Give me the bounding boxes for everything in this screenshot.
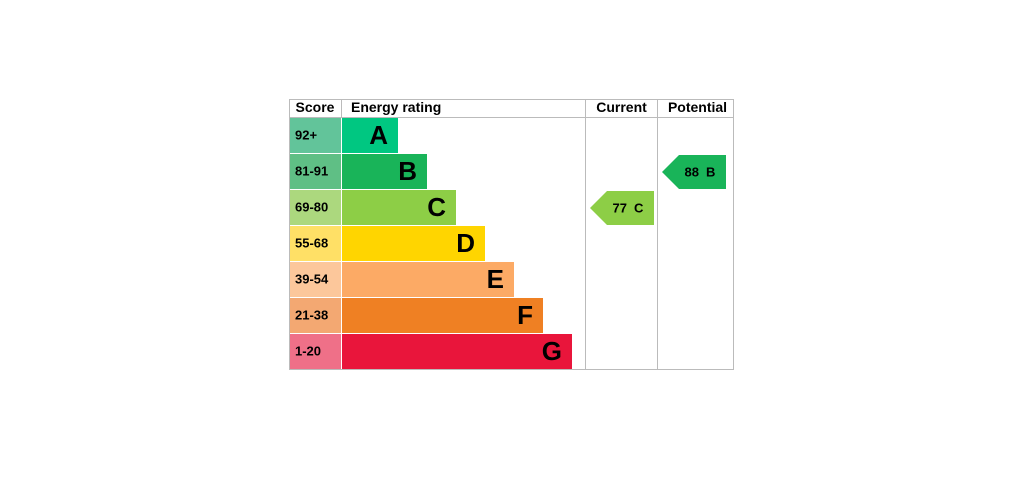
header-current: Current — [596, 99, 647, 115]
score-cell — [290, 190, 341, 225]
current-letter: C — [634, 200, 644, 215]
rating-letter: C — [427, 192, 446, 222]
score-cell — [290, 262, 341, 297]
rating-letter: A — [369, 120, 388, 150]
score-label: 81-91 — [295, 163, 328, 178]
potential-value: 88 — [685, 164, 699, 179]
score-cell — [290, 298, 341, 333]
rating-bar — [342, 118, 398, 153]
rating-letter: G — [542, 336, 562, 366]
rating-bar — [342, 334, 572, 369]
score-label: 69-80 — [295, 199, 328, 214]
rating-bar — [342, 262, 514, 297]
score-label: 55-68 — [295, 235, 328, 250]
score-label: 39-54 — [295, 271, 329, 286]
rating-bar — [342, 298, 543, 333]
score-cell — [290, 226, 341, 261]
rating-bar — [342, 154, 427, 189]
frame — [289, 99, 734, 370]
score-label: 21-38 — [295, 307, 328, 322]
score-cell — [290, 118, 341, 153]
score-label: 1-20 — [295, 343, 321, 358]
rating-letter: F — [517, 300, 533, 330]
header-potential: Potential — [668, 99, 727, 115]
rating-letter: B — [398, 156, 417, 186]
rating-letter: E — [487, 264, 504, 294]
rating-letter: D — [456, 228, 475, 258]
score-cell — [290, 334, 341, 369]
header-score: Score — [296, 99, 335, 115]
header-rating: Energy rating — [351, 99, 441, 115]
potential-letter: B — [706, 164, 715, 179]
current-value: 77 — [613, 200, 627, 215]
rating-bar — [342, 226, 485, 261]
rating-bar — [342, 190, 456, 225]
score-cell — [290, 154, 341, 189]
score-label: 92+ — [295, 127, 317, 142]
potential-arrow — [662, 155, 726, 189]
current-arrow — [590, 191, 654, 225]
